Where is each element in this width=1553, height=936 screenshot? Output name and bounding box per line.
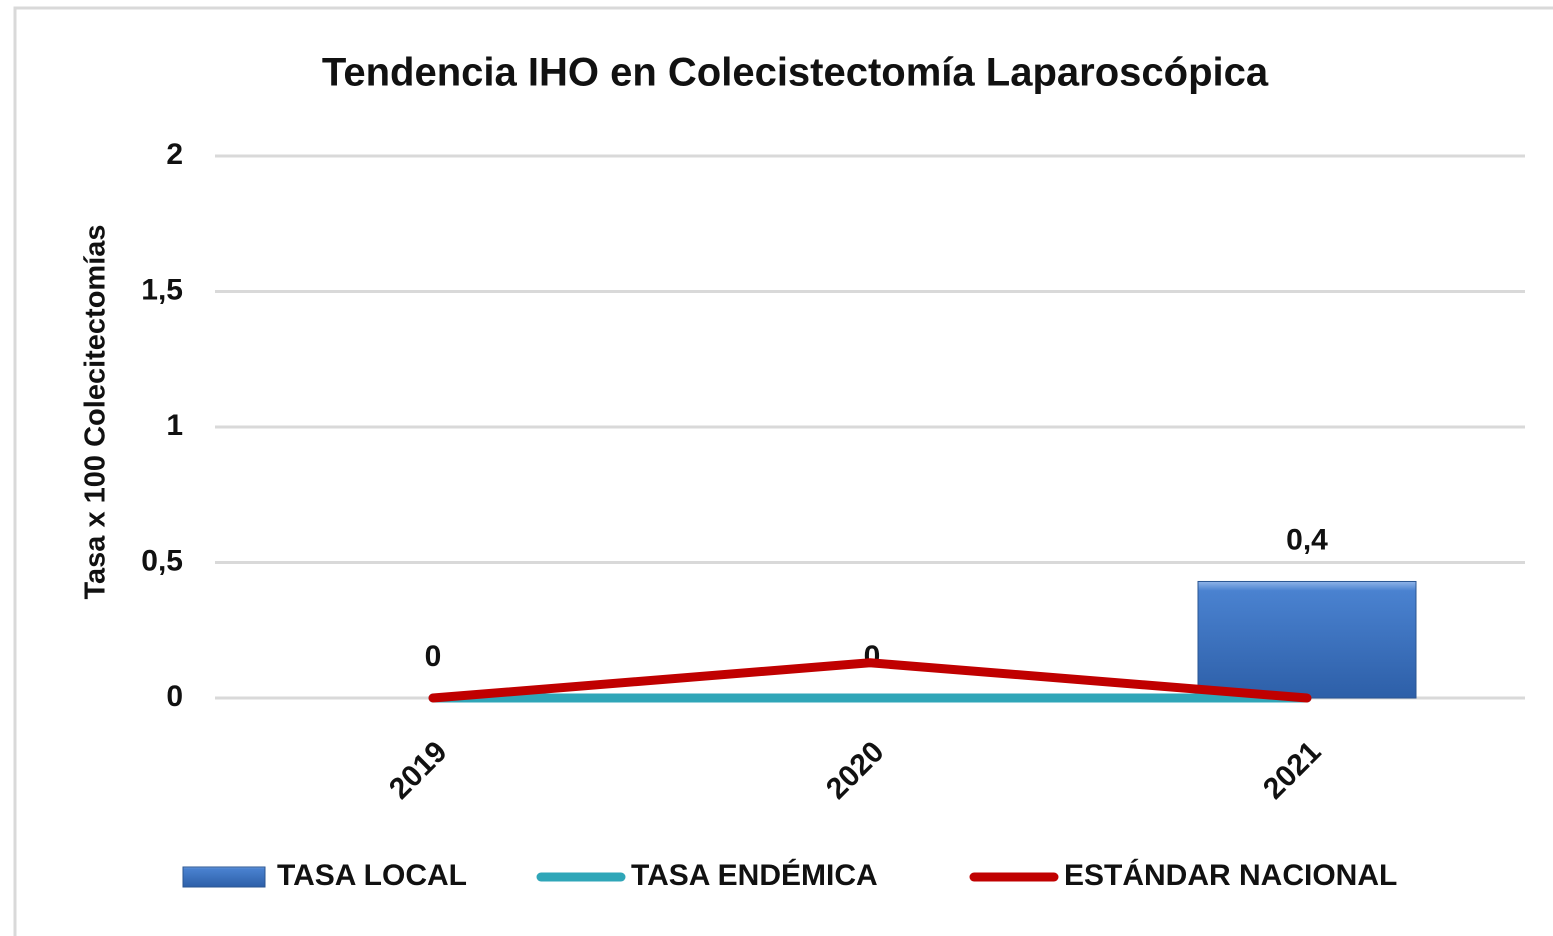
bar [1197, 580, 1417, 699]
line-series [428, 658, 1312, 703]
y-tick-label: 2 [166, 138, 183, 171]
y-axis-label: Tasa x 100 Colecitectomías [80, 224, 112, 599]
legend-swatch [182, 866, 266, 888]
legend-label: ESTÁNDAR NACIONAL [1064, 858, 1397, 892]
legend-label: TASA LOCAL [277, 859, 467, 892]
y-tick-label: 0 [166, 680, 183, 713]
y-tick-label: 0,5 [141, 544, 183, 577]
y-tick-label: 1,5 [141, 273, 183, 306]
data-label: 0 [864, 640, 881, 673]
chart-title: Tendencia IHO en Colecistectomía Laparos… [322, 51, 1269, 95]
legend-label: TASA ENDÉMICA [631, 858, 878, 892]
data-label: 0,4 [1286, 523, 1328, 556]
data-label: 0 [425, 640, 442, 673]
chart-border [13, 6, 1553, 936]
y-tick-label: 1 [166, 409, 183, 442]
